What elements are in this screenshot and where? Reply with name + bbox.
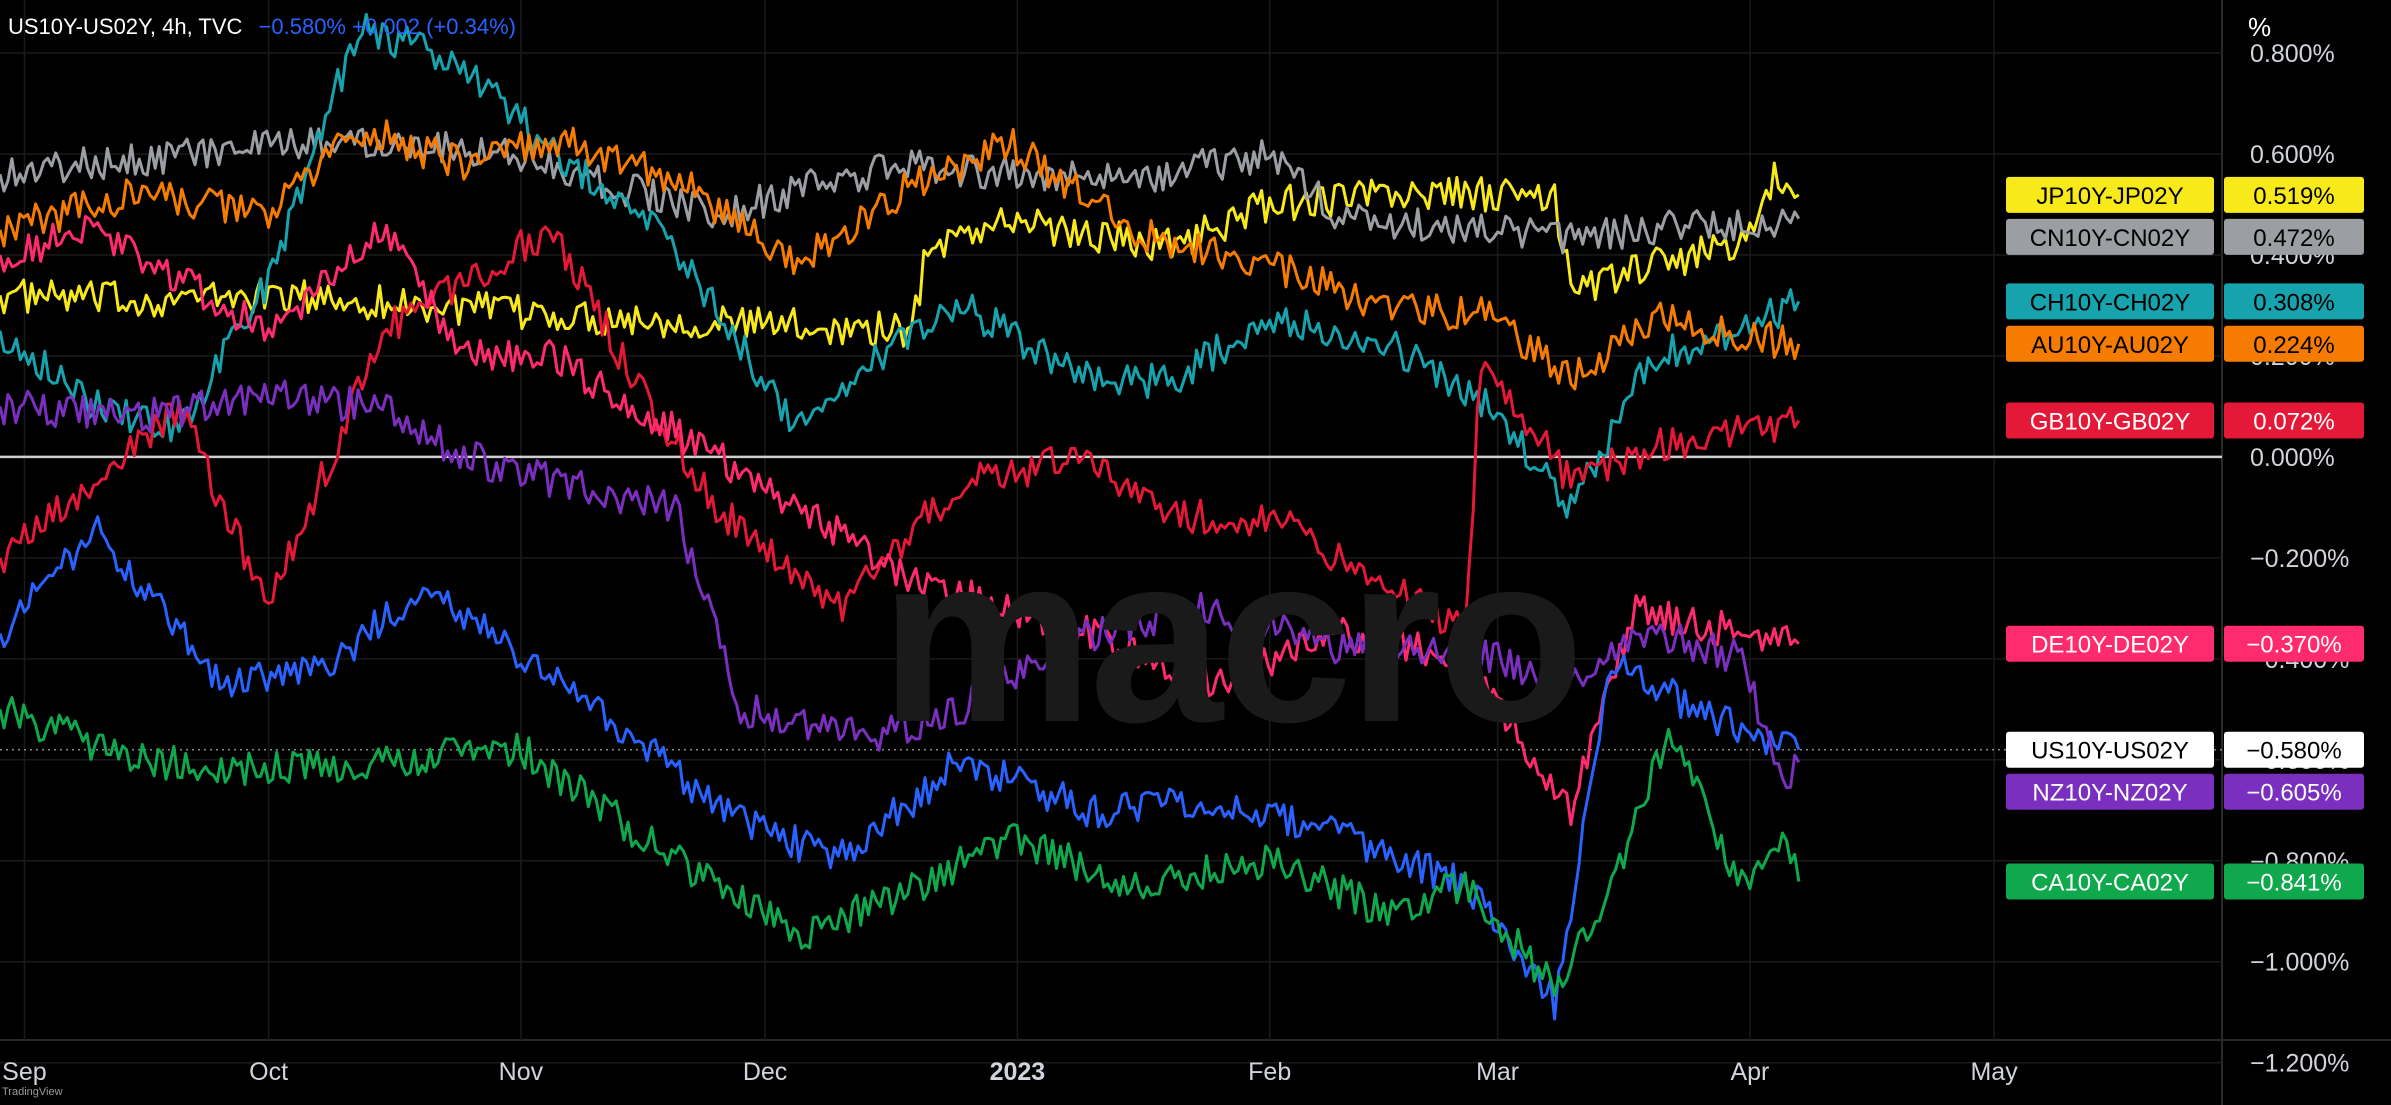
series-name-label-au10y-au02y: AU10Y-AU02Y — [2031, 332, 2189, 359]
series-line-cn10y-cn02y — [0, 127, 1801, 255]
series-value-label-cn10y-cn02y-bg — [2224, 218, 2364, 255]
series-name-label-ca10y-ca02y: CA10Y-CA02Y — [2031, 869, 2189, 896]
series-line-us10y-us02y — [0, 515, 1801, 1021]
series-value-label-gb10y-gb02y: 0.072% — [2253, 409, 2334, 436]
series-name-label-gb10y-gb02y: GB10Y-GB02Y — [2030, 409, 2191, 436]
series-value-label-au10y-au02y: 0.224% — [2253, 332, 2334, 359]
series-value-label-us10y-us02y: −0.580% — [2246, 738, 2341, 765]
series-name-label-us10y-us02y: US10Y-US02Y — [2031, 738, 2189, 765]
series-value-label-jp10y-jp02y: 0.519% — [2253, 183, 2334, 210]
series-group — [0, 12, 1801, 1021]
series-line-de10y-de02y — [0, 214, 1800, 827]
y-tick-label: −1.200% — [2250, 1050, 2349, 1078]
series-value-label-ch10y-ch02y-bg — [2224, 283, 2364, 320]
series-name-label-nz10y-nz02y: NZ10Y-NZ02Y — [2032, 780, 2187, 807]
series-name-label-ch10y-ch02y: CH10Y-CH02Y — [2030, 289, 2191, 316]
x-tick-label: Mar — [1476, 1058, 1519, 1086]
x-tick-label: Sep — [2, 1058, 46, 1086]
series-value-label-cn10y-cn02y: 0.472% — [2253, 225, 2334, 252]
series-value-label-ca10y-ca02y: −0.841% — [2246, 869, 2341, 896]
chart-header: US10Y-US02Y, 4h, TVC −0.580% +0.002 (+0.… — [8, 14, 516, 40]
y-tick-label: 0.800% — [2250, 40, 2335, 68]
series-name-label-gb10y-gb02y-bg — [2006, 402, 2214, 439]
series-name-label-jp10y-jp02y: JP10Y-JP02Y — [2036, 183, 2183, 210]
watermark: macro — [880, 504, 1584, 772]
series-value-label-au10y-au02y-bg — [2224, 325, 2364, 362]
x-tick-label: Apr — [1730, 1058, 1769, 1086]
series-value-label-jp10y-jp02y-bg — [2224, 176, 2364, 213]
x-tick-label: Feb — [1248, 1058, 1291, 1086]
x-tick-label: Nov — [499, 1058, 544, 1086]
series-value-label-de10y-de02y-bg — [2224, 625, 2364, 662]
y-tick-label: 0.600% — [2250, 141, 2335, 169]
x-tick-label: May — [1970, 1058, 2018, 1086]
series-name-label-us10y-us02y-bg — [2006, 731, 2214, 768]
series-line-gb10y-gb02y — [0, 225, 1801, 635]
series-name-label-cn10y-cn02y: CN10Y-CN02Y — [2030, 225, 2191, 252]
header-symbol: US10Y-US02Y, 4h, TVC — [8, 14, 243, 39]
series-name-label-nz10y-nz02y-bg — [2006, 773, 2214, 810]
series-labels: JP10Y-JP02Y 0.519% CN10Y-CN02Y 0.472% CH10Y-… — [2006, 176, 2364, 900]
series-name-label-de10y-de02y-bg — [2006, 625, 2214, 662]
series-value-label-nz10y-nz02y: −0.605% — [2246, 780, 2341, 807]
series-value-label-us10y-us02y-bg — [2224, 731, 2364, 768]
series-line-jp10y-jp02y — [0, 161, 1800, 348]
series-value-label-ca10y-ca02y-bg — [2224, 863, 2364, 900]
unit-label: % — [2248, 12, 2272, 42]
series-value-label-de10y-de02y: −0.370% — [2246, 632, 2341, 659]
series-line-ca10y-ca02y — [0, 696, 1801, 997]
series-name-label-jp10y-jp02y-bg — [2006, 176, 2214, 213]
series-line-au10y-au02y — [0, 119, 1801, 391]
series-name-label-de10y-de02y: DE10Y-DE02Y — [2031, 632, 2189, 659]
series-name-label-au10y-au02y-bg — [2006, 325, 2214, 362]
x-axis: Sep Oct Nov Dec 2023 Feb Mar Apr May — [2, 1058, 2018, 1086]
series-line-ch10y-ch02y — [0, 12, 1801, 519]
tradingview-logo: TradingView — [2, 1086, 63, 1098]
series-name-label-ch10y-ch02y-bg — [2006, 283, 2214, 320]
series-line-nz10y-nz02y — [0, 379, 1801, 790]
x-tick-label: 2023 — [990, 1058, 1046, 1086]
series-name-label-ca10y-ca02y-bg — [2006, 863, 2214, 900]
series-value-label-ch10y-ch02y: 0.308% — [2253, 289, 2334, 316]
y-tick-label: −1.000% — [2250, 949, 2349, 977]
x-tick-label: Dec — [743, 1058, 787, 1086]
series-value-label-nz10y-nz02y-bg — [2224, 773, 2364, 810]
y-tick-label: 0.000% — [2250, 444, 2335, 472]
series-value-label-gb10y-gb02y-bg — [2224, 402, 2364, 439]
series-name-label-cn10y-cn02y-bg — [2006, 218, 2214, 255]
y-tick-label: −0.200% — [2250, 545, 2349, 573]
header-values: −0.580% +0.002 (+0.34%) — [258, 14, 516, 39]
x-tick-label: Oct — [249, 1058, 288, 1086]
